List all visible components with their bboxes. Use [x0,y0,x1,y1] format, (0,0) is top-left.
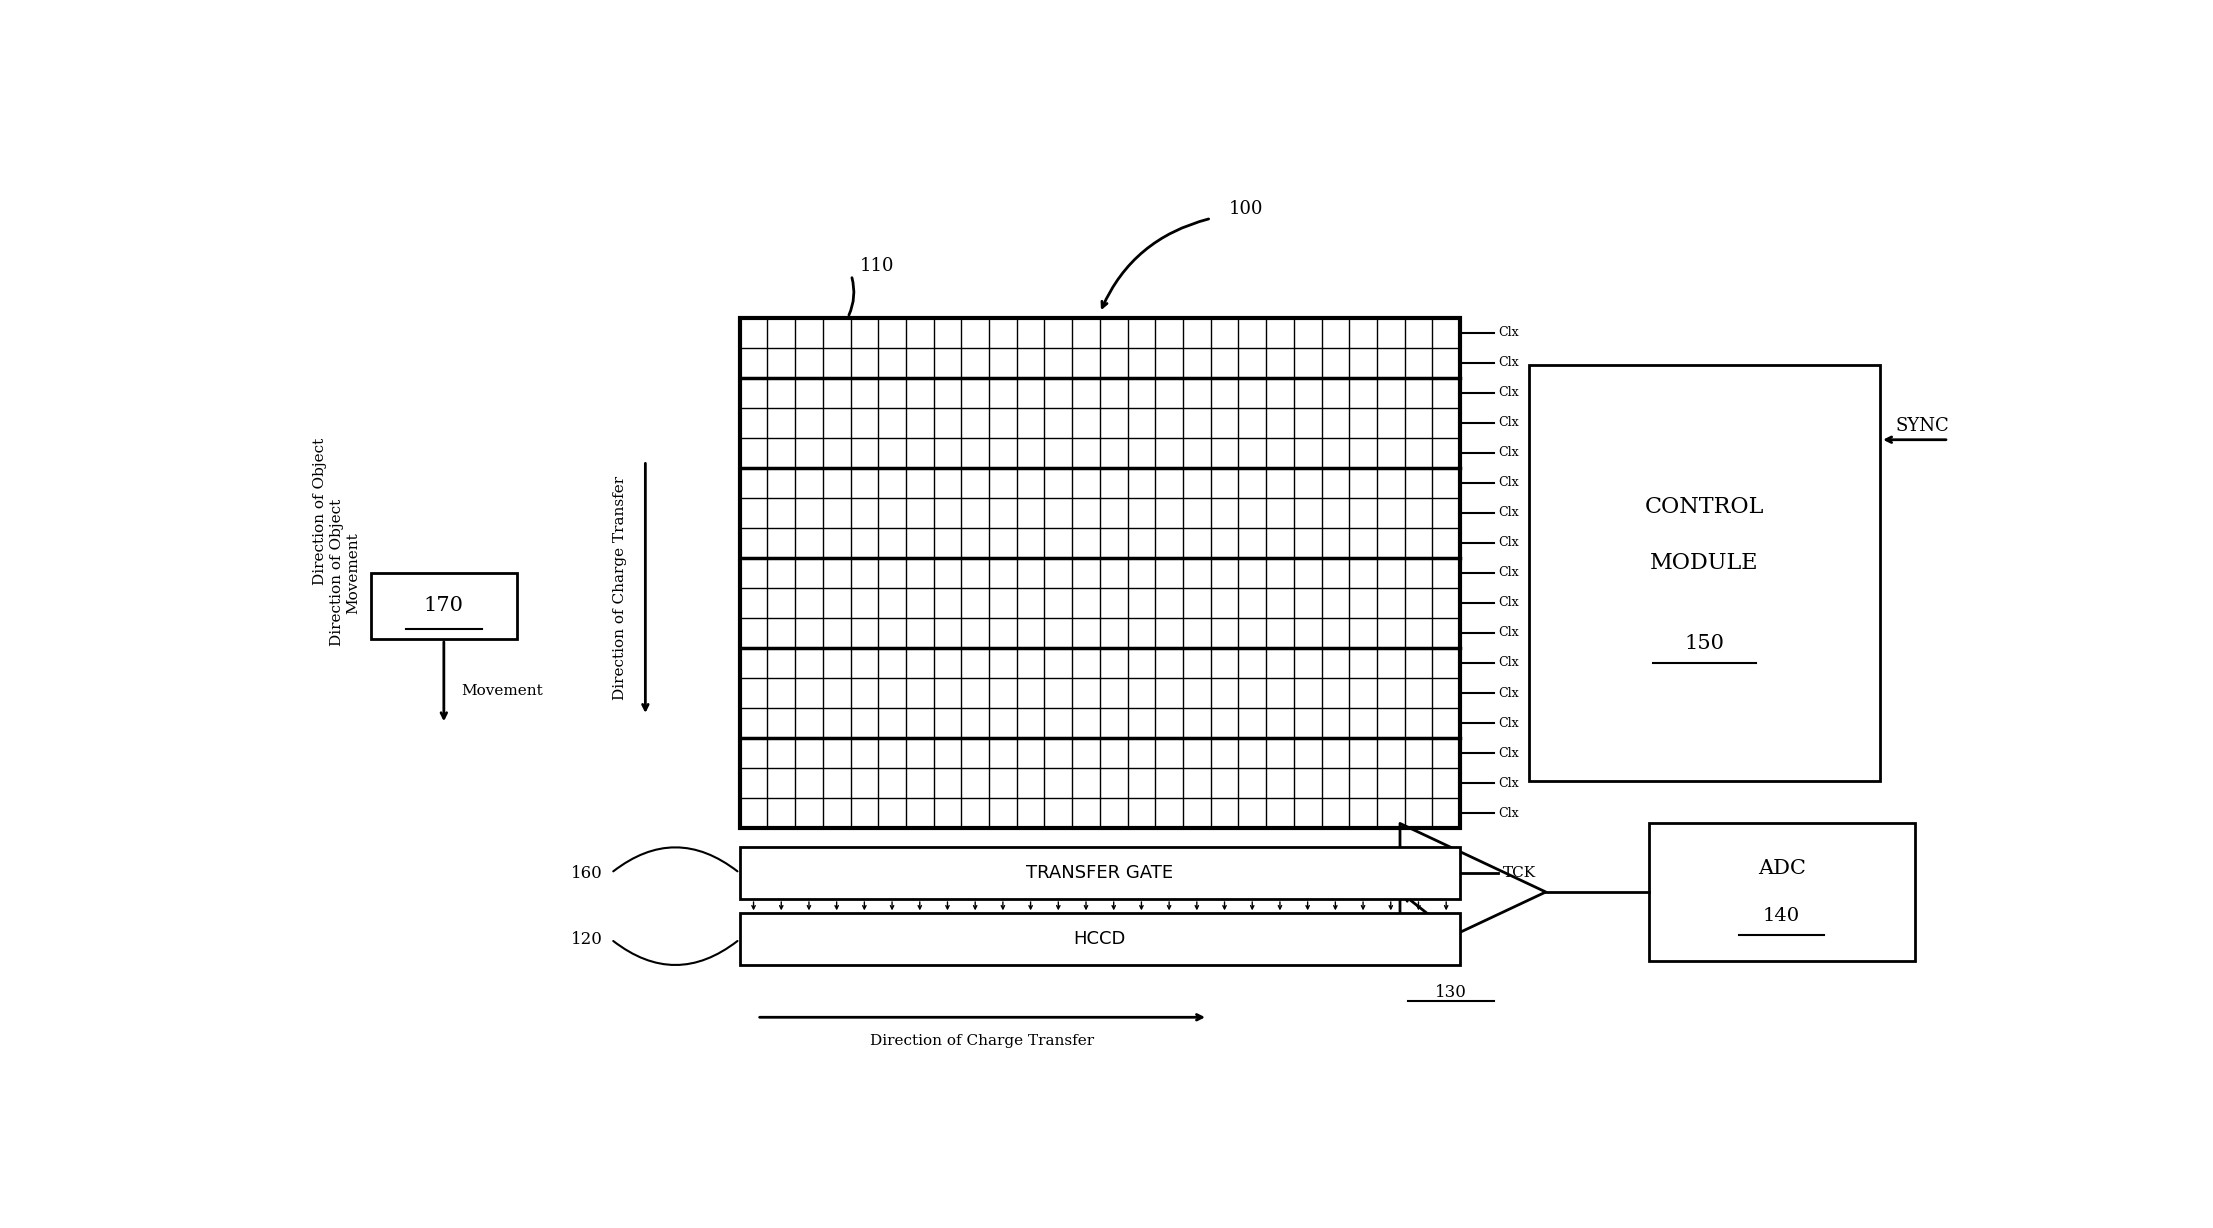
Text: Clx: Clx [1498,566,1518,580]
Text: MODULE: MODULE [1651,553,1759,575]
Text: 140: 140 [1764,906,1799,925]
Text: Clx: Clx [1498,506,1518,519]
Text: 170: 170 [425,597,465,615]
Bar [739,318,1461,828]
Text: Clx: Clx [1498,686,1518,700]
Text: TCK: TCK [1503,866,1536,880]
Text: Clx: Clx [1498,597,1518,609]
Text: Clx: Clx [1498,476,1518,489]
Text: Clx: Clx [1498,747,1518,760]
Text: Direction of Object
Movement: Direction of Object Movement [330,500,361,646]
Text: 110: 110 [861,257,894,275]
Text: Direction of Charge Transfer: Direction of Charge Transfer [870,1034,1095,1049]
Bar [739,847,1461,899]
Text: 130: 130 [1434,984,1467,1001]
Text: Clx: Clx [1498,416,1518,429]
Bar [1649,824,1914,960]
Text: Clx: Clx [1498,626,1518,640]
Text: CONTROL: CONTROL [1644,496,1764,518]
Text: HCCD: HCCD [1073,931,1126,948]
Text: 150: 150 [1684,635,1724,653]
Text: Clx: Clx [1498,717,1518,729]
Text: Clx: Clx [1498,657,1518,669]
Text: Clx: Clx [1498,537,1518,549]
Text: 100: 100 [1228,200,1264,217]
Text: Clx: Clx [1498,446,1518,459]
Text: TRANSFER GATE: TRANSFER GATE [1027,865,1173,882]
Text: ADC: ADC [1757,858,1806,878]
Text: Clx: Clx [1498,386,1518,399]
Text: Direction of Charge Transfer: Direction of Charge Transfer [613,476,626,700]
Text: SYNC: SYNC [1894,418,1950,435]
Text: 120: 120 [571,931,602,948]
Text: Movement: Movement [460,684,542,698]
Text: 160: 160 [571,865,602,882]
Text: Clx: Clx [1498,807,1518,819]
Text: Clx: Clx [1498,356,1518,370]
Text: Clx: Clx [1498,776,1518,790]
Text: Clx: Clx [1498,327,1518,339]
Text: Direction of Object: Direction of Object [312,437,328,585]
Bar [372,572,518,639]
Bar [739,914,1461,965]
Bar [1529,365,1881,781]
